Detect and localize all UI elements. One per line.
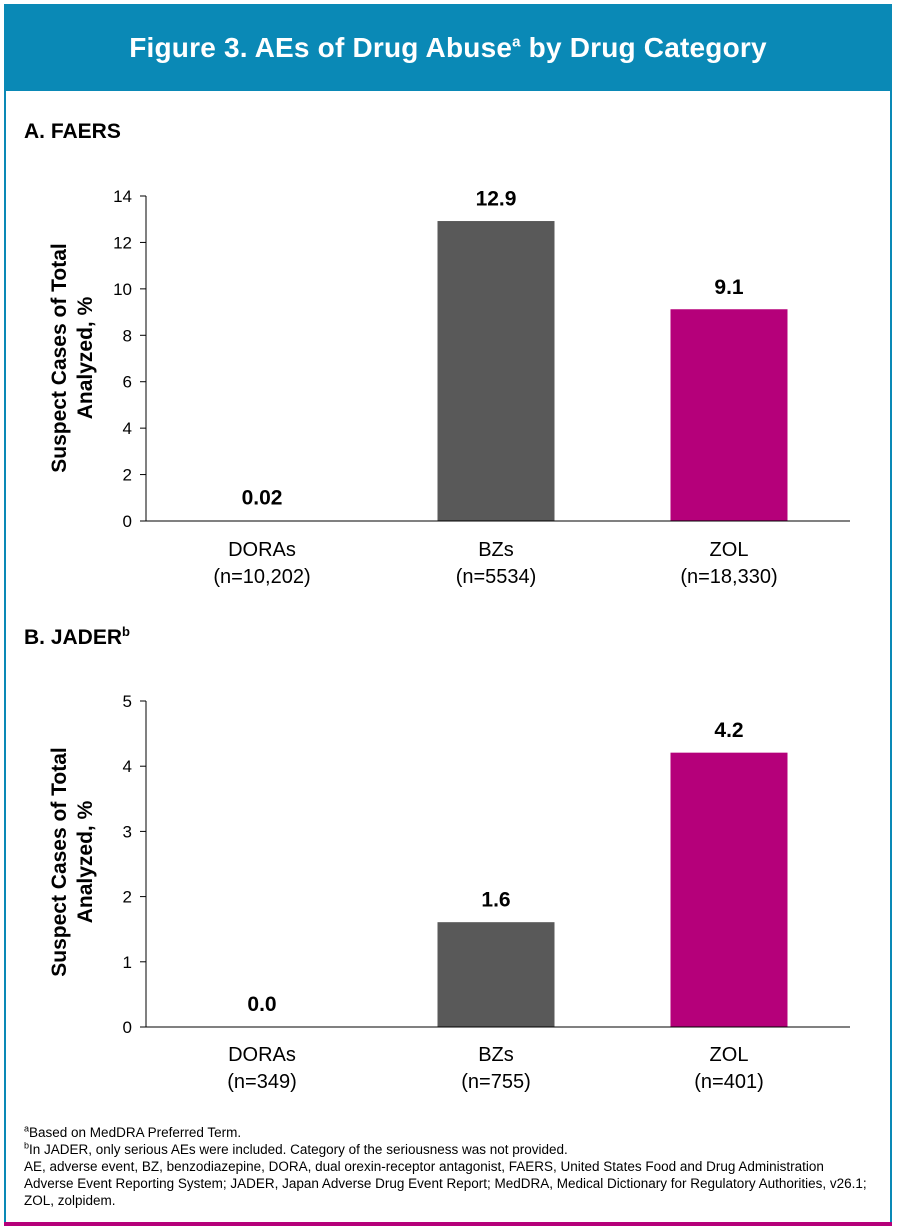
jader-y-axis-title-line: Analyzed, % xyxy=(74,800,97,923)
figure-title-sup: a xyxy=(512,33,521,51)
panel-a-label-text: A. FAERS xyxy=(24,120,121,143)
faers-y-tick-label: 10 xyxy=(113,280,132,299)
jader-data-label-doras: 0.0 xyxy=(247,993,276,1016)
jader-y-tick-label: 2 xyxy=(123,888,132,907)
footnote-a-marker: a xyxy=(24,1123,30,1134)
jader-y-axis-title: Suspect Cases of Total Analyzed, % xyxy=(48,747,97,977)
jader-y-tick-label: 5 xyxy=(123,692,132,711)
footnote-abbreviations: AE, adverse event, BZ, benzodiazepine, D… xyxy=(24,1159,867,1208)
faers-y-tick-label: 2 xyxy=(123,466,132,485)
jader-category-label: BZs xyxy=(478,1044,514,1066)
faers-category-n-label: (n=10,202) xyxy=(213,566,310,588)
footnote-b-text: In JADER, only serious AEs were included… xyxy=(29,1142,568,1157)
faers-category-label: DORAs xyxy=(228,539,296,561)
jader-category-label: DORAs xyxy=(228,1044,296,1066)
jader-y-tick-label: 0 xyxy=(123,1018,132,1037)
jader-y-tick-label: 4 xyxy=(123,757,132,776)
faers-data-label-zol: 9.1 xyxy=(714,276,744,299)
jader-category-label: ZOL xyxy=(710,1044,749,1066)
panel-b-label-text: B. JADER xyxy=(24,626,123,649)
faers-data-label-doras: 0.02 xyxy=(242,487,283,510)
faers-y-tick-label: 14 xyxy=(113,187,132,206)
jader-y-tick-label: 3 xyxy=(123,822,132,841)
panel-b-label: B. JADERb xyxy=(24,624,130,650)
faers-y-tick-label: 4 xyxy=(123,419,132,438)
jader-category-n-label: (n=401) xyxy=(694,1071,764,1093)
jader-data-label-bzs: 1.6 xyxy=(481,889,510,912)
jader-bar-chart: Suspect Cases of Total Analyzed, % 0 1 2 3 4 5 0… xyxy=(48,692,850,1093)
faers-category-label: ZOL xyxy=(710,539,749,561)
faers-y-tick-label: 12 xyxy=(113,233,132,252)
footnote-b-marker: b xyxy=(24,1140,30,1151)
jader-category-n-label: (n=349) xyxy=(227,1071,297,1093)
jader-bar-bzs xyxy=(437,922,555,1028)
figure-title: Figure 3. AEs of Drug Abusea by Drug Cat… xyxy=(129,32,767,64)
panel-a-label: A. FAERS xyxy=(24,120,121,144)
jader-y-tick-label: 1 xyxy=(123,953,132,972)
bottom-rule xyxy=(4,1222,892,1226)
faers-y-axis-title-line: Suspect Cases of Total xyxy=(48,243,71,473)
panel-b-label-sup: b xyxy=(122,624,130,639)
faers-bar-bzs xyxy=(437,221,555,522)
jader-category-n-label: (n=755) xyxy=(461,1071,531,1093)
faers-category-label: BZs xyxy=(478,539,514,561)
faers-bar-zol xyxy=(670,309,788,522)
footnote-b: bIn JADER, only serious AEs were include… xyxy=(24,1141,876,1158)
footnotes: aBased on MedDRA Preferred Term. bIn JAD… xyxy=(24,1124,876,1209)
faers-y-tick-label: 0 xyxy=(123,512,132,531)
faers-y-axis-title: Suspect Cases of Total Analyzed, % xyxy=(48,243,97,473)
title-bar: Figure 3. AEs of Drug Abusea by Drug Cat… xyxy=(4,4,892,91)
faers-category-n-label: (n=5534) xyxy=(456,566,537,588)
faers-data-label-bzs: 12.9 xyxy=(476,188,517,211)
jader-data-label-zol: 4.2 xyxy=(714,719,743,742)
faers-y-tick-label: 8 xyxy=(123,326,132,345)
figure-title-tail: by Drug Category xyxy=(520,31,767,63)
footnote-a-text: Based on MedDRA Preferred Term. xyxy=(29,1125,242,1140)
footnote-a: aBased on MedDRA Preferred Term. xyxy=(24,1124,876,1141)
faers-y-tick-label: 6 xyxy=(123,373,132,392)
jader-bar-zol xyxy=(670,752,788,1028)
faers-category-n-label: (n=18,330) xyxy=(680,566,777,588)
faers-y-axis-title-line: Analyzed, % xyxy=(74,296,97,419)
faers-bar-chart: Suspect Cases of Total Analyzed, % 0 2 4 6 8 10… xyxy=(48,187,850,588)
figure-title-main: Figure 3. AEs of Drug Abuse xyxy=(129,31,513,63)
jader-y-axis-title-line: Suspect Cases of Total xyxy=(48,747,71,977)
